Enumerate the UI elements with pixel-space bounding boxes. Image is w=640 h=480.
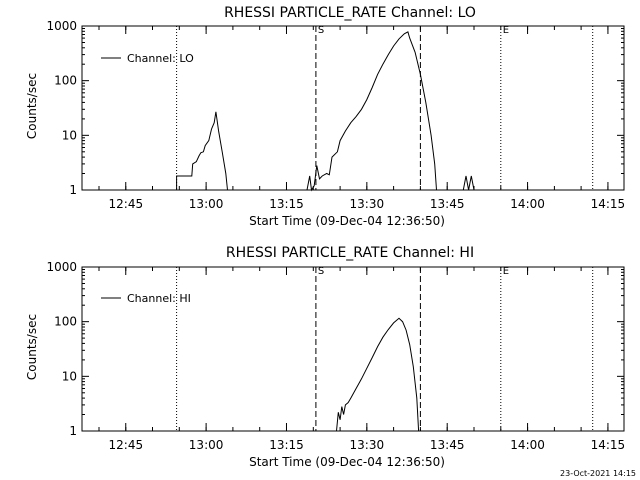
y-tick-label: 10 <box>62 128 77 142</box>
y-tick-label: 10 <box>62 369 77 383</box>
plot-frame <box>81 25 625 191</box>
x-tick-label: 13:00 <box>189 197 224 211</box>
timestamp-footer: 23-Oct-2021 14:15 <box>560 469 636 478</box>
axes: 1 10 100 1000 12:45 13:00 13:15 13:30 13:45 14:00… <box>46 260 625 452</box>
x-tick-label: 14:15 <box>591 197 626 211</box>
x-tick-label: 14:00 <box>510 438 545 452</box>
x-tick-label: 12:45 <box>109 438 144 452</box>
chart-panel-lo: RHESSI PARTICLE_RATE Channel: LO Counts/… <box>25 5 625 228</box>
legend: Channel: LO <box>101 52 194 65</box>
x-tick-label: 12:45 <box>109 197 144 211</box>
x-tick-label: 13:30 <box>350 197 385 211</box>
x-tick-label: 13:45 <box>430 438 465 452</box>
plot-frame <box>81 266 625 432</box>
chart-panel-hi: RHESSI PARTICLE_RATE Channel: HI Counts/… <box>25 245 625 469</box>
x-tick-label: 13:00 <box>189 438 224 452</box>
y-axis-label: Counts/sec <box>25 73 39 139</box>
x-tick-label: 13:30 <box>350 438 385 452</box>
x-tick-label: 14:00 <box>510 197 545 211</box>
marker-label: E <box>503 266 509 277</box>
legend: Channel: HI <box>101 292 191 305</box>
x-tick-label: 13:15 <box>269 438 304 452</box>
legend-entry-label: Channel: LO <box>127 52 194 65</box>
x-tick-label: 14:15 <box>591 438 626 452</box>
x-tick-label: 13:15 <box>269 197 304 211</box>
y-axis-label: Counts/sec <box>25 314 39 380</box>
y-tick-label: 100 <box>54 315 77 329</box>
chart-title: RHESSI PARTICLE_RATE Channel: LO <box>224 5 476 21</box>
series-line <box>336 317 420 432</box>
x-axis-label: Start Time (09-Dec-04 12:36:50) <box>249 214 445 228</box>
series-line <box>176 111 228 191</box>
x-tick-label: 13:45 <box>430 197 465 211</box>
axes: 1 10 100 1000 12:45 13:00 13:15 13:30 13:45 14:00… <box>46 19 625 211</box>
legend-entry-label: Channel: HI <box>127 292 191 305</box>
y-tick-label: 100 <box>54 74 77 88</box>
y-tick-label: 1 <box>69 183 77 197</box>
y-tick-label: 1000 <box>46 260 77 274</box>
series-line <box>306 31 437 192</box>
y-tick-label: 1000 <box>46 19 77 33</box>
marker-label: S <box>318 25 324 36</box>
y-tick-label: 1 <box>69 424 77 438</box>
marker-label: S <box>318 266 324 277</box>
x-axis-label: Start Time (09-Dec-04 12:36:50) <box>249 455 445 469</box>
data-series <box>336 317 420 432</box>
chart-title: RHESSI PARTICLE_RATE Channel: HI <box>226 245 474 261</box>
marker-label: E <box>503 25 509 36</box>
